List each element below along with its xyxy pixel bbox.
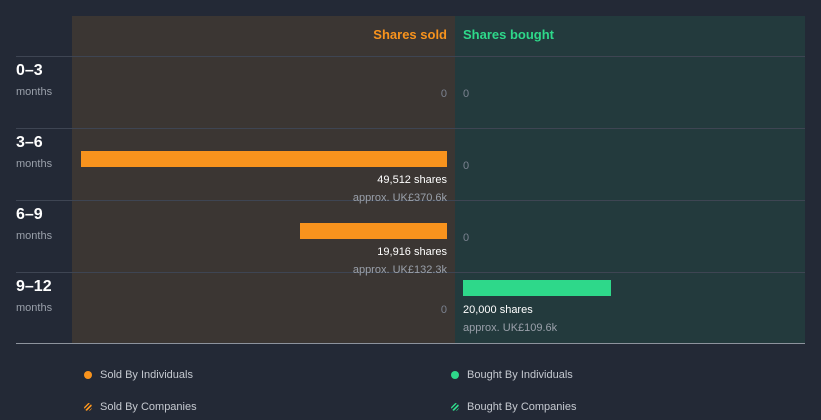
sold-shares-label: 49,512 shares bbox=[377, 174, 447, 186]
legend-entry-label: Bought By Individuals bbox=[467, 369, 573, 381]
row-divider bbox=[16, 56, 805, 57]
row-divider bbox=[16, 200, 805, 201]
legend-dot-icon bbox=[451, 371, 459, 379]
period-unit-label: months bbox=[16, 230, 53, 242]
bought-zero-label: 0 bbox=[463, 232, 470, 244]
legend-entry-label: Bought By Companies bbox=[467, 401, 577, 413]
period-unit-label: months bbox=[16, 86, 53, 98]
legend-entry-label: Sold By Companies bbox=[100, 401, 197, 413]
sold-zero-label: 0 bbox=[440, 304, 447, 316]
legend-hatched-icon bbox=[84, 403, 92, 411]
row-divider bbox=[16, 272, 805, 273]
bought-zero-label: 0 bbox=[463, 160, 470, 172]
shares-sold-panel bbox=[72, 16, 455, 344]
legend-dot-icon bbox=[84, 371, 92, 379]
sold-shares-label: 19,916 shares bbox=[377, 246, 447, 258]
bought-shares-label: 20,000 shares bbox=[463, 304, 533, 316]
sold-zero-label: 0 bbox=[440, 88, 447, 100]
period-unit-label: months bbox=[16, 158, 53, 170]
period-label: 3–6 bbox=[16, 134, 43, 151]
bought-bar bbox=[463, 280, 611, 296]
period-label: 6–9 bbox=[16, 206, 43, 223]
period-label: 9–12 bbox=[16, 278, 52, 295]
sold-bar bbox=[300, 223, 447, 239]
bought-zero-label: 0 bbox=[463, 88, 470, 100]
bought-value-label: approx. UK£109.6k bbox=[463, 322, 558, 334]
sold-value-label: approx. UK£370.6k bbox=[352, 192, 447, 204]
chart-baseline bbox=[16, 343, 805, 344]
shares-bought-header: Shares bought bbox=[463, 27, 555, 42]
sold-value-label: approx. UK£132.3k bbox=[352, 264, 447, 276]
period-label: 0–3 bbox=[16, 62, 43, 79]
legend-entry-label: Sold By Individuals bbox=[100, 369, 193, 381]
sold-bar bbox=[81, 151, 447, 167]
row-divider bbox=[16, 128, 805, 129]
shares-sold-header: Shares sold bbox=[373, 27, 447, 42]
period-unit-label: months bbox=[16, 302, 53, 314]
legend-hatched-icon bbox=[451, 403, 459, 411]
